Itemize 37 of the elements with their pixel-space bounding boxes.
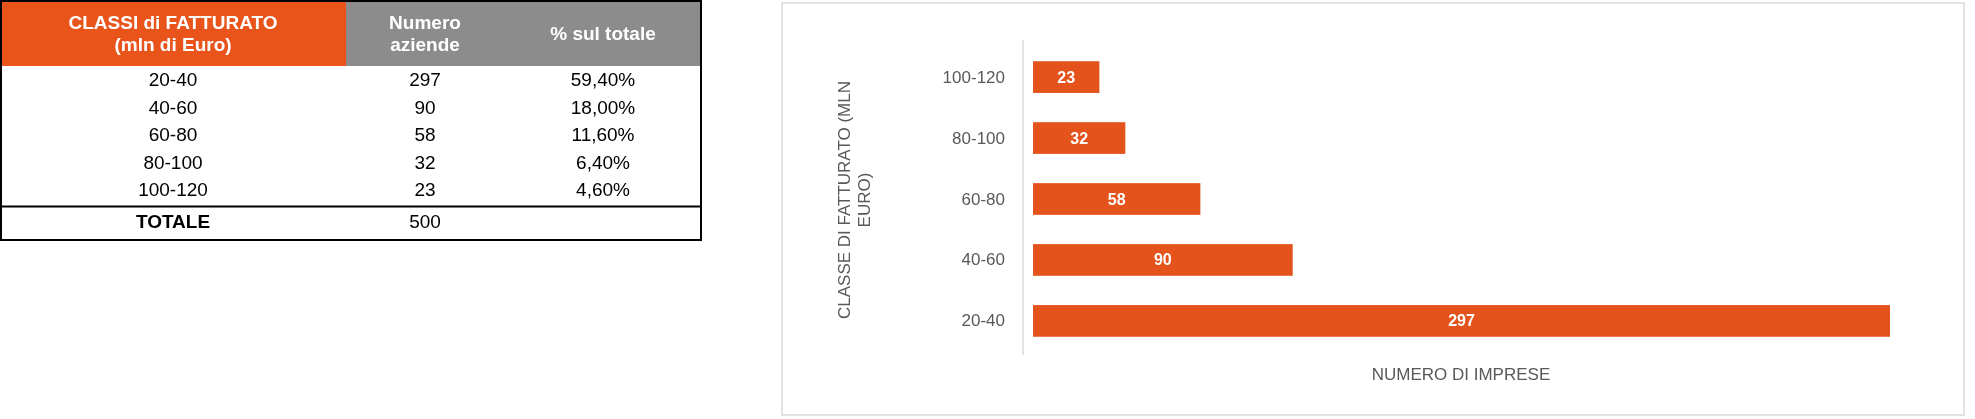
category-label: 40-60 — [148, 96, 198, 118]
data-label: 32 — [414, 151, 436, 173]
bar — [1033, 183, 1201, 215]
bar — [1033, 122, 1126, 154]
x-axis-title: NUMERO DI IMPRESE — [1371, 365, 1551, 384]
y-tick-label: 40-60 — [961, 250, 1005, 270]
category-label: 80-100 — [143, 151, 203, 173]
data-label: 4,60% — [576, 179, 631, 201]
data-label: 32 — [1070, 129, 1089, 147]
category-label: 20-40 — [148, 69, 198, 91]
data-label: 23 — [1057, 68, 1076, 86]
y-tick-label: 20-40 — [961, 311, 1005, 331]
text: Numero aziende — [389, 11, 461, 55]
y-tick-label: 100-120 — [942, 67, 1005, 87]
bar — [1033, 61, 1100, 93]
text: CLASSI di FATTURATO (mln di Euro) — [68, 11, 278, 55]
data-label: 11,60% — [571, 124, 635, 146]
data-label: 500 — [409, 210, 441, 232]
category-label: 100-120 — [138, 179, 208, 201]
bar — [1033, 305, 1890, 337]
data-label: 18,00% — [570, 96, 636, 118]
data-label: 23 — [414, 179, 436, 201]
data-label: 59,40% — [570, 69, 636, 91]
y-axis-title: CLASSE DI FATTURATO (MLN EURO) — [835, 80, 874, 320]
text: % sul totale — [550, 22, 656, 44]
data-label: 90 — [414, 96, 436, 118]
bar — [1033, 244, 1293, 276]
data-label: 90 — [1153, 251, 1172, 269]
category-label: 60-80 — [148, 124, 198, 146]
data-label: 58 — [1107, 190, 1126, 208]
category-label: TOTALE — [135, 210, 211, 232]
data-label: 58 — [414, 124, 436, 146]
data-label: 297 — [1448, 312, 1475, 330]
data-label: 297 — [409, 69, 441, 91]
y-tick-label: 60-80 — [961, 189, 1005, 209]
y-tick-label: 80-100 — [952, 128, 1005, 148]
data-label: 6,40% — [576, 151, 631, 173]
